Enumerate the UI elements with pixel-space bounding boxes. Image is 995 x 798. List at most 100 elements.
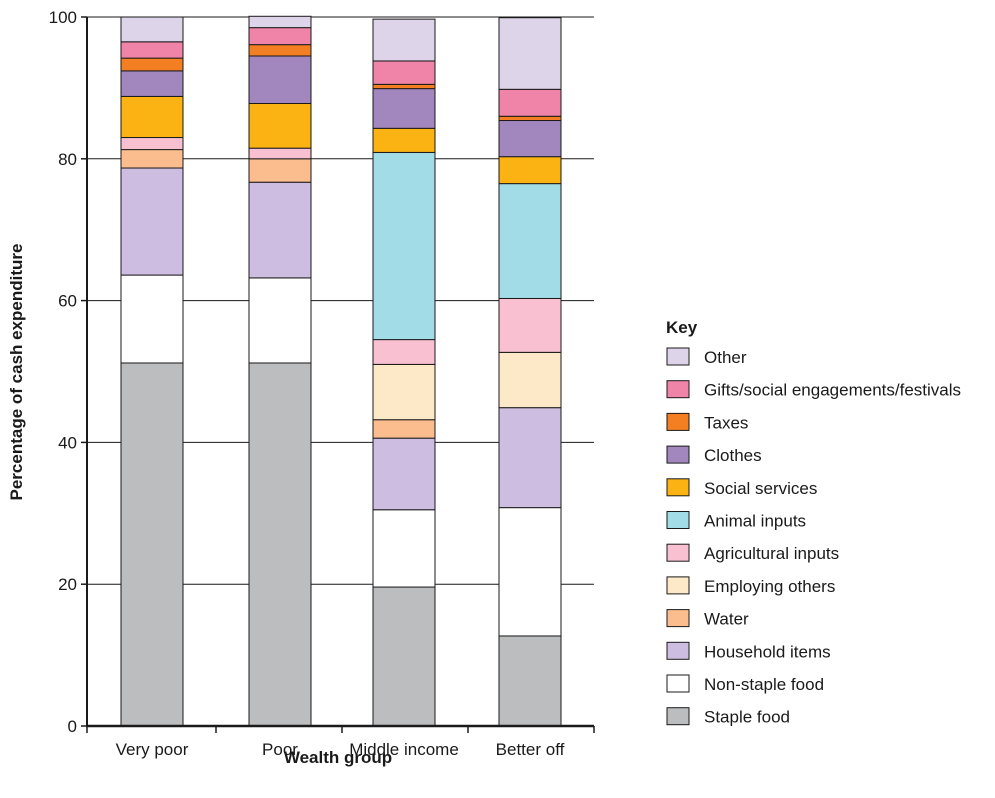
- bar-segment-middle-income-household-items: [372, 437, 436, 511]
- bar-segment-poor-taxes: [248, 44, 312, 57]
- bar-segment-middle-income-other: [372, 18, 436, 62]
- bar-segment-better-off-household-items: [498, 407, 562, 509]
- bar-segment-very-poor-gifts-social-engagements-festivals: [120, 41, 184, 59]
- bar-segment-middle-income-clothes: [372, 88, 436, 129]
- legend-label-taxes: Taxes: [704, 413, 748, 432]
- y-tick-label-0: 0: [68, 717, 77, 736]
- bar-segment-middle-income-employing-others: [372, 363, 436, 421]
- bar-segment-middle-income-taxes: [372, 83, 436, 90]
- bar-segment-better-off-gifts-social-engagements-festivals: [498, 88, 562, 117]
- bar-segment-middle-income-water: [372, 419, 436, 439]
- bar-group-very-poor: [120, 16, 184, 727]
- legend-item-agricultural-inputs: Agricultural inputs: [666, 543, 839, 563]
- legend-item-household-items: Household items: [666, 641, 831, 661]
- bar-segment-better-off-clothes: [498, 120, 562, 158]
- x-tick-label-middle-income: Middle income: [349, 740, 459, 759]
- legend-swatch-taxes: [666, 412, 690, 431]
- legend-label-animal-inputs: Animal inputs: [704, 512, 806, 531]
- bar-segment-better-off-animal-inputs: [498, 183, 562, 299]
- bar-segment-poor-non-staple-food: [248, 277, 312, 364]
- bar-segment-poor-gifts-social-engagements-festivals: [248, 27, 312, 46]
- legend-item-taxes: Taxes: [666, 412, 748, 432]
- legend-item-employing-others: Employing others: [666, 576, 835, 596]
- legend-swatch-water: [666, 609, 690, 628]
- legend-label-social-services: Social services: [704, 479, 817, 498]
- legend-swatch-agricultural-inputs: [666, 543, 690, 562]
- bar-segment-poor-agricultural-inputs: [248, 147, 312, 160]
- y-tick-label-20: 20: [58, 575, 77, 594]
- legend-title: Key: [666, 318, 698, 337]
- bar-segment-better-off-employing-others: [498, 351, 562, 409]
- legend-label-non-staple-food: Non-staple food: [704, 675, 824, 694]
- legend-label-other: Other: [704, 348, 747, 367]
- x-tick-label-poor: Poor: [262, 740, 298, 759]
- bar-segment-poor-staple-food: [248, 362, 312, 727]
- bar-segment-better-off-non-staple-food: [498, 507, 562, 637]
- bar-segment-middle-income-non-staple-food: [372, 509, 436, 588]
- legend-item-staple-food: Staple food: [666, 707, 790, 727]
- legend-label-employing-others: Employing others: [704, 577, 835, 596]
- legend-item-animal-inputs: Animal inputs: [666, 511, 806, 531]
- legend-swatch-gifts-social-engagements-festivals: [666, 380, 690, 399]
- legend-label-clothes: Clothes: [704, 446, 762, 465]
- bar-segment-better-off-social-services: [498, 156, 562, 185]
- legend-item-other: Other: [666, 347, 747, 367]
- bar-segment-better-off-taxes: [498, 115, 562, 122]
- y-tick-label-80: 80: [58, 150, 77, 169]
- bar-segment-middle-income-social-services: [372, 127, 436, 153]
- legend-swatch-animal-inputs: [666, 511, 690, 529]
- x-tick-label-better-off: Better off: [496, 740, 565, 759]
- bar-segment-middle-income-gifts-social-engagements-festivals: [372, 60, 436, 85]
- bar-segment-very-poor-taxes: [120, 57, 184, 72]
- bar-segment-poor-household-items: [248, 181, 312, 279]
- y-tick-label-60: 60: [58, 292, 77, 311]
- bar-group-better-off: [498, 17, 562, 727]
- legend-swatch-other: [666, 347, 690, 366]
- legend-item-social-services: Social services: [666, 478, 817, 498]
- bar-segment-very-poor-non-staple-food: [120, 274, 184, 364]
- bar-segment-very-poor-household-items: [120, 167, 184, 276]
- bar-segment-very-poor-water: [120, 149, 184, 169]
- bar-segment-middle-income-staple-food: [372, 586, 436, 727]
- bar-group-middle-income: [372, 18, 436, 727]
- bar-segment-very-poor-agricultural-inputs: [120, 137, 184, 151]
- legend-label-staple-food: Staple food: [704, 708, 790, 727]
- legend-swatch-staple-food: [666, 707, 690, 726]
- bar-segment-very-poor-other: [120, 16, 184, 43]
- legend-item-water: Water: [666, 609, 749, 629]
- bars: [120, 15, 562, 727]
- x-axis-title: Wealth group: [284, 748, 392, 767]
- y-axis-title: Percentage of cash expenditure: [7, 244, 26, 501]
- legend: Key Other Gifts/social engagements/festiv…: [666, 318, 961, 727]
- legend-swatch-household-items: [666, 641, 690, 660]
- bar-segment-poor-water: [248, 158, 312, 183]
- bar-segment-better-off-agricultural-inputs: [498, 297, 562, 353]
- legend-label-agricultural-inputs: Agricultural inputs: [704, 544, 839, 563]
- bar-segment-very-poor-staple-food: [120, 362, 184, 727]
- legend-swatch-clothes: [666, 445, 690, 464]
- bar-segment-better-off-staple-food: [498, 635, 562, 727]
- legend-item-clothes: Clothes: [666, 445, 762, 465]
- legend-label-gifts-social-engagements-festivals: Gifts/social engagements/festivals: [704, 381, 961, 400]
- legend-item-non-staple-food: Non-staple food: [666, 674, 824, 694]
- x-tick-label-very-poor: Very poor: [116, 740, 189, 759]
- legend-swatch-social-services: [666, 478, 690, 497]
- bar-segment-middle-income-agricultural-inputs: [372, 339, 436, 365]
- legend-label-household-items: Household items: [704, 642, 831, 661]
- x-tick-labels: Very poor Poor Middle income Better off: [116, 740, 565, 759]
- y-tick-label-40: 40: [58, 433, 77, 452]
- legend-label-water: Water: [704, 610, 749, 629]
- axes: [81, 16, 595, 733]
- bar-segment-very-poor-social-services: [120, 95, 184, 139]
- y-tick-labels: 0 20 40 60 80 100: [49, 8, 77, 736]
- bar-segment-better-off-other: [498, 17, 562, 90]
- bar-group-poor: [248, 15, 312, 727]
- bar-segment-poor-social-services: [248, 102, 312, 149]
- bar-segment-poor-clothes: [248, 55, 312, 104]
- legend-swatch-non-staple-food: [666, 674, 690, 693]
- legend-swatch-employing-others: [666, 576, 690, 595]
- legend-item-gifts-social-engagements-festivals: Gifts/social engagements/festivals: [666, 380, 961, 400]
- bar-segment-poor-other: [248, 15, 312, 29]
- bar-segment-very-poor-clothes: [120, 70, 184, 97]
